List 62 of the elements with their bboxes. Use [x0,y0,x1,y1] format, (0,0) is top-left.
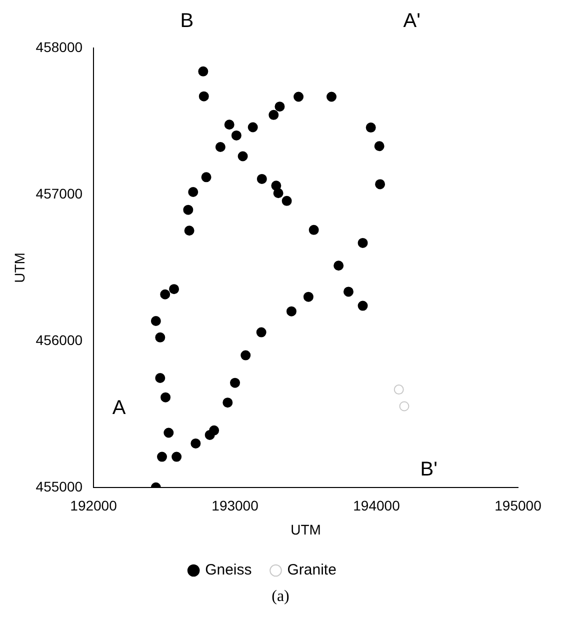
point [366,122,376,133]
point [155,332,166,342]
point [286,306,296,316]
point [282,196,292,206]
point [169,284,180,294]
point [375,179,386,190]
point [248,122,258,132]
x-tick-label: 193000 [212,498,259,514]
point [160,289,170,300]
point [240,350,251,360]
point [358,300,368,311]
x-tick-label: 195000 [494,498,542,514]
y-tick-label: 455000 [36,478,83,494]
point [326,92,337,102]
point [273,188,284,198]
point [222,398,233,408]
point [188,186,198,197]
point [294,92,304,102]
point [198,91,209,102]
point [150,316,161,326]
point [198,66,208,76]
point [374,141,384,152]
legend-label: Gneiss [205,562,252,579]
y-tick-label: 456000 [36,332,83,348]
annotation: A [112,396,126,419]
point [308,224,319,235]
point [172,452,182,462]
point [190,438,201,448]
x-tick-label: 194000 [353,498,400,514]
point [164,428,174,438]
point [201,172,212,182]
text: A' [403,10,420,32]
point [160,392,171,402]
legend-label: Granite [287,562,336,579]
point [274,102,285,112]
point [183,204,194,215]
point [231,130,242,140]
point [204,430,215,440]
point [343,286,354,297]
y-tick-label: 457000 [36,185,83,202]
x-tick-label: 192000 [70,498,118,514]
point [334,260,344,271]
point [215,142,226,152]
point [256,327,266,338]
point [238,151,248,162]
point [230,378,240,388]
x-axis-title: UTM [290,521,321,538]
point [268,110,279,120]
point [394,384,404,395]
point [303,292,314,302]
point [184,226,194,236]
text: (a) [270,588,290,606]
y-tick-label: 458000 [36,38,83,55]
point [157,452,167,462]
point [224,120,234,130]
point [256,174,267,184]
text: B [180,10,194,32]
point [358,238,368,248]
point [155,372,166,383]
point [399,401,410,412]
y-axis-title: UTM [11,252,28,283]
annotation: B' [420,458,438,480]
